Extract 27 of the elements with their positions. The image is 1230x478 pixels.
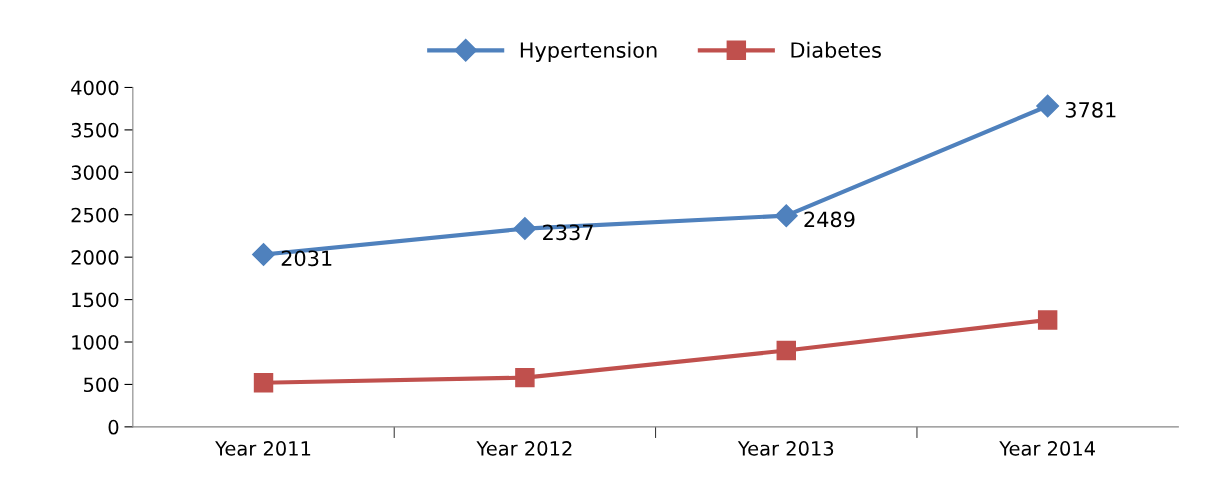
legend-label: Hypertension <box>520 41 657 62</box>
point <box>513 217 537 241</box>
y-tick-label: 2500 <box>71 207 119 223</box>
y-tick-label: 0 <box>108 419 119 435</box>
y-tick-label: 2000 <box>71 250 119 265</box>
y-tick-label: 500 <box>84 377 119 393</box>
y-tick-label: 3000 <box>71 165 119 180</box>
point <box>774 204 798 228</box>
point <box>1036 94 1060 118</box>
x-tick-label: Year 2012 <box>476 441 572 456</box>
y-tick-label: 1500 <box>72 292 119 308</box>
y-tick-label: 3500 <box>71 122 119 138</box>
data-label: 2031 <box>281 250 332 267</box>
y-tick-label: 1000 <box>72 334 119 350</box>
data-label: 2489 <box>804 211 855 228</box>
x-tick-label: Year 2013 <box>737 441 834 456</box>
legend-label: Diabetes <box>791 41 881 58</box>
x-tick-label: Year 2014 <box>999 441 1095 456</box>
y-tick-label: 4000 <box>71 80 119 96</box>
data-label: 3781 <box>1065 101 1116 118</box>
point <box>253 373 274 393</box>
data-label: 2337 <box>543 224 593 241</box>
x-tick-label: Year 2011 <box>215 441 311 456</box>
point <box>776 340 797 361</box>
point <box>1037 310 1058 330</box>
point <box>515 367 535 388</box>
point <box>252 243 276 267</box>
